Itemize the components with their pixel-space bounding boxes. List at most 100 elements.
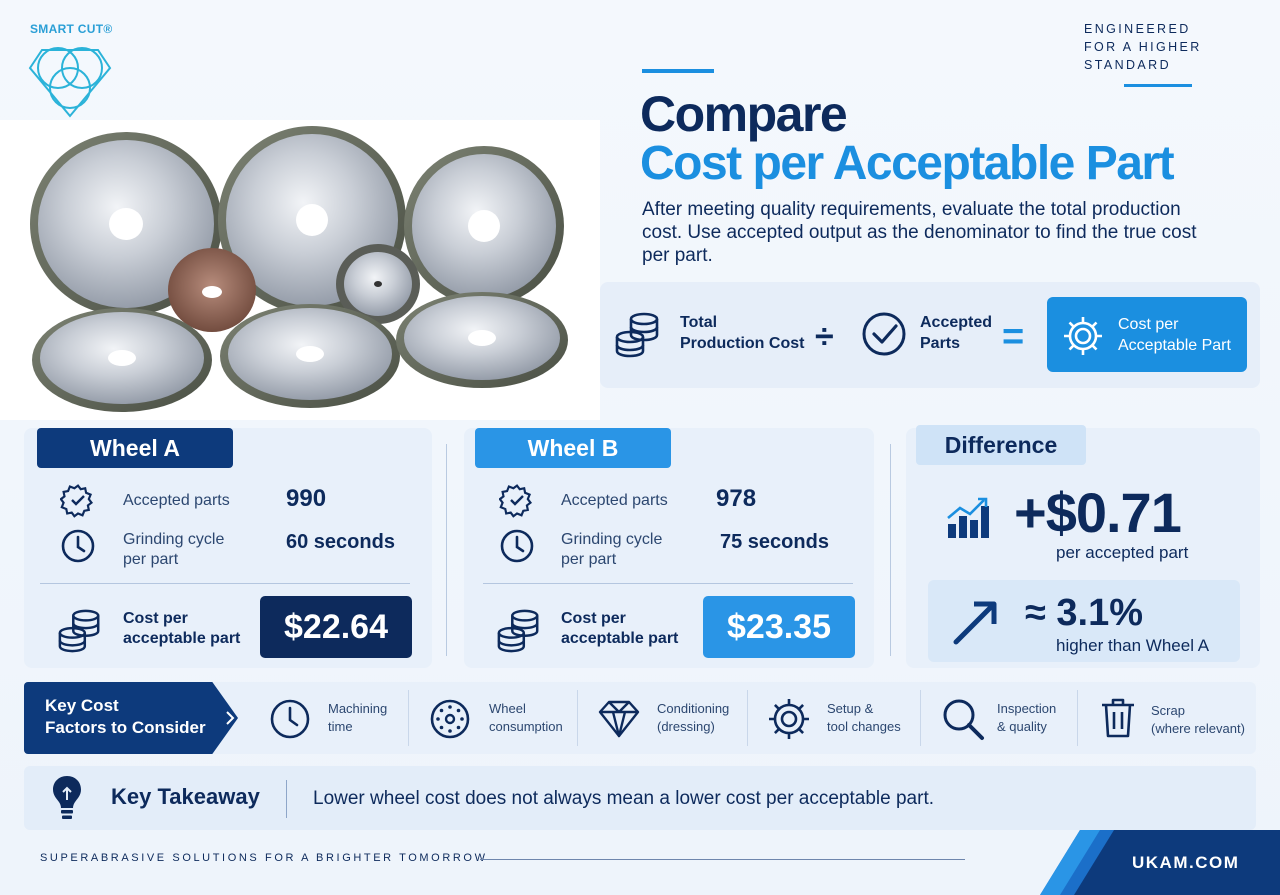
coins-icon: [58, 609, 100, 653]
difference-percent: ≈ 3.1%: [1025, 592, 1144, 634]
cost-factors-title: Key Cost Factors to Consider: [45, 695, 215, 739]
wheel-a-accepted-value: 990: [286, 485, 327, 512]
key-takeaway-separator: [286, 780, 287, 818]
cost-label-line: acceptable part: [123, 630, 241, 647]
factor-label-line: Inspection: [997, 701, 1057, 716]
wheel-b-cycle-label: Grinding cycle per part: [561, 530, 662, 570]
clock-icon: [270, 699, 310, 739]
logo-mark-icon: [28, 47, 112, 118]
factor-separator: [920, 690, 921, 746]
wheel-b-cost-label: Cost per acceptable part: [561, 609, 678, 649]
product-photo: [0, 120, 600, 420]
gear-check-icon: [60, 484, 94, 518]
wheel-a-cycle-label: Grinding cycle per part: [123, 530, 224, 570]
divide-operator: ÷: [815, 318, 834, 356]
tagline-line: FOR A HIGHER: [1084, 40, 1202, 54]
brand-name: SMART CUT®: [30, 22, 113, 36]
difference-amount: +$0.71: [1014, 481, 1182, 544]
card-divider: [890, 444, 891, 656]
factor-conditioning: Conditioning (dressing): [657, 700, 729, 736]
key-takeaway-title: Key Takeaway: [111, 784, 260, 809]
wheel-a-cost-value: $22.64: [260, 596, 412, 658]
coins-icon: [615, 312, 659, 358]
factor-separator: [1077, 690, 1078, 746]
chevron-right-icon: [226, 711, 235, 725]
lightbulb-icon: [53, 776, 81, 819]
formula-term-line: Accepted: [920, 314, 993, 331]
factor-label-line: & quality: [997, 719, 1047, 734]
coins-icon: [497, 609, 539, 653]
factor-label-line: tool changes: [827, 719, 901, 734]
wheel-a-accepted-label: Accepted parts: [123, 492, 230, 509]
cycle-label-line: Grinding cycle: [561, 531, 663, 548]
cycle-label-line: per part: [561, 551, 617, 568]
diamond-icon: [598, 700, 640, 738]
cost-label-line: acceptable part: [561, 630, 679, 647]
factor-label-line: Scrap: [1151, 703, 1185, 718]
difference-amount-caption: per accepted part: [1056, 543, 1189, 562]
factor-setup-tool-changes: Setup & tool changes: [827, 700, 901, 736]
key-takeaway-text: Lower wheel cost does not always mean a …: [313, 788, 934, 809]
wheel-b-accepted-label: Accepted parts: [561, 492, 668, 509]
factor-separator: [577, 690, 578, 746]
footer-slogan: SUPERABRASIVE SOLUTIONS FOR A BRIGHTER T…: [40, 852, 488, 864]
factor-label-line: Setup &: [827, 701, 874, 716]
footer-rule: [480, 859, 965, 860]
formula-term-line: Parts: [920, 335, 961, 352]
formula-term-line: Total: [680, 314, 718, 331]
trash-icon: [1102, 698, 1134, 738]
card-divider: [446, 444, 447, 656]
factor-label-line: Conditioning: [657, 701, 730, 716]
wheel-b-accepted-value: 978: [716, 485, 757, 512]
factor-machining-time: Machining time: [328, 700, 387, 736]
cost-label-line: Cost per: [123, 610, 188, 627]
factor-separator: [747, 690, 748, 746]
cycle-label-line: Grinding cycle: [123, 531, 225, 548]
cost-label-line: Cost per: [561, 610, 626, 627]
wheel-icon: [430, 699, 470, 739]
factor-label-line: time: [328, 719, 353, 734]
arrow-up-right-icon: [953, 601, 997, 645]
gear-icon: [769, 699, 809, 739]
factor-label-line: Machining: [328, 701, 388, 716]
hero-description: After meeting quality requirements, eval…: [642, 199, 1197, 266]
wheel-b-cost-value: $23.35: [703, 596, 855, 658]
formula-result-line: Acceptable Part: [1118, 337, 1231, 354]
tagline-line: ENGINEERED: [1084, 22, 1191, 36]
formula-term-line: Production Cost: [680, 335, 805, 352]
formula-result-label: Cost per Acceptable Part: [1118, 314, 1231, 356]
cycle-label-line: per part: [123, 551, 179, 568]
difference-title: Difference: [916, 425, 1086, 465]
factor-inspection-quality: Inspection & quality: [997, 700, 1056, 736]
hero-accent-bar: [642, 69, 714, 73]
clock-icon: [500, 529, 534, 563]
wheel-a-cost-label: Cost per acceptable part: [123, 609, 240, 649]
factor-label-line: consumption: [489, 719, 563, 734]
factor-label-line: (where relevant): [1151, 721, 1245, 736]
cost-factors-title-line: Key Cost: [45, 696, 119, 715]
wheel-a-divider: [40, 583, 410, 584]
footer-url-link[interactable]: UKAM.COM: [1132, 853, 1240, 872]
equals-operator: =: [1002, 316, 1025, 358]
cost-factors-title-box: [24, 682, 238, 754]
check-circle-icon: [862, 312, 906, 356]
gear-icon: [1064, 317, 1102, 355]
page-title: Compare: [640, 86, 848, 142]
page-subtitle: Cost per Acceptable Part: [640, 137, 1175, 190]
bar-chart-up-icon: [947, 497, 989, 538]
clock-icon: [61, 529, 95, 563]
formula-term-total-cost: Total Production Cost: [680, 312, 804, 354]
formula-result-box: [1047, 297, 1247, 372]
wheel-b-title: Wheel B: [475, 428, 671, 468]
key-takeaway-panel: [24, 766, 1256, 830]
tagline: ENGINEERED FOR A HIGHER STANDARD: [1084, 20, 1214, 74]
formula-term-accepted-parts: Accepted Parts: [920, 312, 992, 354]
wheel-b-divider: [483, 583, 853, 584]
cost-factors-title-line: Factors to Consider: [45, 718, 206, 737]
difference-percent-caption: higher than Wheel A: [1056, 636, 1210, 655]
factor-label-line: Wheel: [489, 701, 526, 716]
brand-logo: SMART CUT®: [24, 22, 134, 122]
factor-wheel-consumption: Wheel consumption: [489, 700, 563, 736]
magnifier-icon: [943, 699, 984, 740]
tagline-line: STANDARD: [1084, 58, 1172, 72]
